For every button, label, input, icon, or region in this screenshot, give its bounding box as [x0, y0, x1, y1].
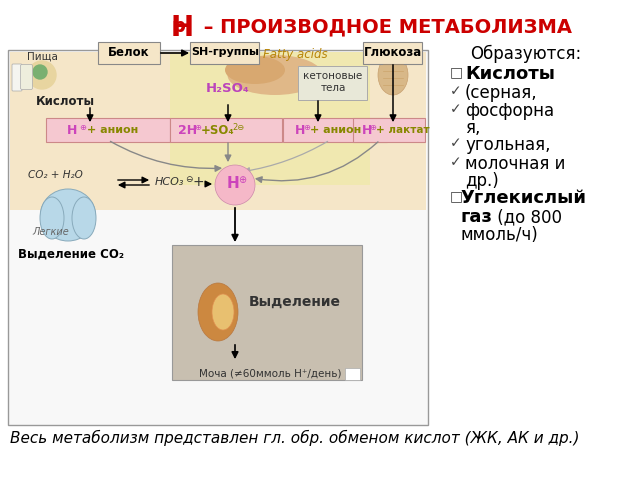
- Text: 2H: 2H: [178, 123, 197, 136]
- Text: + анион: + анион: [87, 125, 138, 135]
- Text: +: +: [192, 175, 204, 189]
- Ellipse shape: [40, 189, 95, 241]
- Text: Кислоты: Кислоты: [465, 65, 555, 83]
- Ellipse shape: [212, 294, 234, 330]
- Bar: [10, 52, 426, 210]
- FancyBboxPatch shape: [353, 118, 425, 142]
- Text: + лактат: + лактат: [376, 125, 429, 135]
- Text: ⊖: ⊖: [185, 176, 193, 184]
- Text: ✓: ✓: [450, 102, 461, 116]
- Text: Образуются:: Образуются:: [470, 45, 581, 63]
- Ellipse shape: [72, 197, 96, 239]
- Text: H: H: [67, 123, 77, 136]
- Text: (до 800: (до 800: [492, 208, 562, 226]
- FancyBboxPatch shape: [298, 66, 367, 100]
- Text: □: □: [450, 189, 463, 203]
- Text: (серная,: (серная,: [465, 84, 538, 102]
- Text: фосфорна: фосфорна: [465, 102, 554, 120]
- Text: ⊕: ⊕: [79, 122, 86, 132]
- Text: H: H: [295, 123, 305, 136]
- Bar: [8, 50, 428, 425]
- Text: p: p: [171, 17, 185, 36]
- Text: ✓: ✓: [450, 155, 461, 169]
- Ellipse shape: [225, 56, 285, 84]
- Text: HCO₃: HCO₃: [155, 177, 184, 187]
- Bar: [172, 245, 362, 380]
- Text: Выделение: Выделение: [249, 295, 341, 309]
- FancyBboxPatch shape: [190, 42, 259, 64]
- Text: + анион: + анион: [310, 125, 361, 135]
- Text: ✓: ✓: [450, 136, 461, 150]
- Text: ⊕: ⊕: [303, 122, 310, 132]
- Text: SH-группы: SH-группы: [191, 47, 259, 57]
- Text: H: H: [227, 177, 239, 192]
- Text: H₂SO₄: H₂SO₄: [206, 82, 250, 95]
- Text: Глюкоза: Глюкоза: [364, 46, 422, 59]
- Text: Пища: Пища: [27, 52, 58, 62]
- FancyBboxPatch shape: [363, 42, 422, 64]
- Bar: [345, 368, 360, 380]
- Text: Кислоты: Кислоты: [35, 95, 95, 108]
- Text: я,: я,: [465, 119, 481, 137]
- Text: CO₂ + H₂O: CO₂ + H₂O: [28, 170, 83, 180]
- FancyBboxPatch shape: [46, 118, 170, 142]
- Text: ⊕: ⊕: [238, 175, 246, 185]
- Text: Выделение CO₂: Выделение CO₂: [18, 248, 124, 261]
- Circle shape: [28, 61, 56, 89]
- Text: ммоль/ч): ммоль/ч): [461, 226, 539, 244]
- Text: □: □: [450, 65, 463, 79]
- Text: угольная,: угольная,: [465, 136, 550, 154]
- Text: Легкие: Легкие: [32, 227, 68, 237]
- Circle shape: [215, 165, 255, 205]
- Text: H: H: [362, 123, 372, 136]
- Text: ⊕: ⊕: [369, 122, 376, 132]
- Text: Белок: Белок: [108, 46, 150, 59]
- Text: др.): др.): [465, 172, 499, 190]
- Bar: [170, 52, 370, 185]
- Text: Углекислый: Углекислый: [461, 189, 587, 207]
- Ellipse shape: [227, 55, 323, 95]
- Circle shape: [33, 65, 47, 79]
- FancyBboxPatch shape: [20, 64, 33, 89]
- FancyBboxPatch shape: [283, 118, 387, 142]
- Text: ⊕: ⊕: [194, 122, 201, 132]
- Text: 2⊖: 2⊖: [232, 122, 244, 132]
- Text: газ: газ: [461, 208, 493, 226]
- Text: – ПРОИЗВОДНОЕ МЕТАБОЛИЗМА: – ПРОИЗВОДНОЕ МЕТАБОЛИЗМА: [197, 17, 572, 36]
- Text: +SO₄: +SO₄: [201, 123, 235, 136]
- FancyBboxPatch shape: [98, 42, 160, 64]
- FancyBboxPatch shape: [12, 64, 22, 91]
- Text: ✓: ✓: [450, 84, 461, 98]
- Text: кетоновые
тела: кетоновые тела: [303, 71, 363, 93]
- Text: H: H: [171, 14, 194, 42]
- Ellipse shape: [40, 197, 64, 239]
- Text: Моча (≠60ммоль H⁺/день): Моча (≠60ммоль H⁺/день): [199, 368, 341, 378]
- Text: молочная и: молочная и: [465, 155, 565, 173]
- Ellipse shape: [378, 55, 408, 95]
- Text: Весь метаболизм представлен гл. обр. обменом кислот (ЖК, АК и др.): Весь метаболизм представлен гл. обр. обм…: [10, 430, 579, 446]
- Ellipse shape: [198, 283, 238, 341]
- Text: Fatty acids: Fatty acids: [262, 48, 327, 61]
- FancyBboxPatch shape: [170, 118, 282, 142]
